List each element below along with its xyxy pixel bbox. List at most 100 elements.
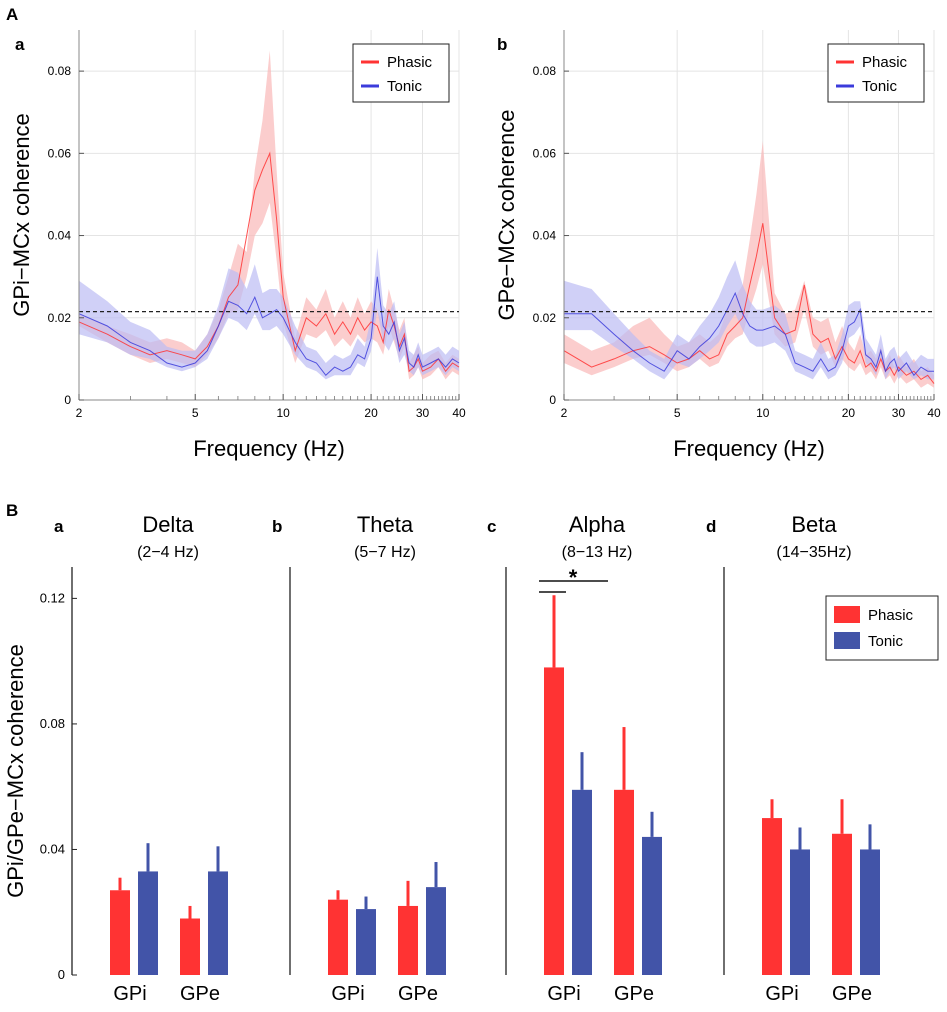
band-group-delta: Delta (2−4 Hz) GPi GPe [71, 512, 228, 1005]
significance-marker: * [539, 565, 608, 593]
bar-phasic-gpi [328, 899, 348, 975]
series-line-phasic [563, 223, 935, 384]
errorbar-phasic-gpi [552, 595, 556, 668]
band-range: (5−7 Hz) [354, 544, 416, 561]
x-tick-label: 40 [927, 406, 941, 420]
y-tick-label: 0 [58, 967, 65, 982]
series-line-tonic [564, 291, 934, 377]
line-chart-gpi: 2 5 10 20 30 40 0 0.02 0.04 0.06 0.08 Frequency (Hz… [9, 30, 466, 461]
band-range: (14−35Hz) [776, 544, 851, 561]
band-group-alpha: Alpha (8−13 Hz) GPi GPe [505, 512, 662, 1005]
legend-label-phasic: Phasic [387, 54, 433, 71]
x-tick-label: 10 [276, 406, 290, 420]
x-tick-label: 2 [76, 406, 83, 420]
bar-tonic-gpi [356, 909, 376, 975]
errorbar-phasic-gpi [118, 877, 122, 891]
bar-phasic-gpi [544, 667, 564, 975]
band-title: Theta [357, 512, 414, 537]
legend-label-tonic: Tonic [868, 633, 904, 650]
x-tick-label: 2 [561, 406, 568, 420]
bar-tonic-gpe [426, 887, 446, 975]
category-label: GPi [113, 983, 146, 1005]
y-tick-label: 0.08 [40, 716, 65, 731]
x-tick-label: 10 [756, 406, 770, 420]
band-group-beta: Beta (14−35Hz) GPi GPe [723, 512, 880, 1005]
bar-tonic-gpe [642, 836, 662, 975]
category-label: GPe [180, 983, 220, 1005]
errorbar-tonic-gpe [868, 824, 872, 850]
legend-label-phasic: Phasic [868, 607, 914, 624]
legend: Phasic Tonic [352, 43, 450, 103]
y-tick-label: 0.04 [40, 841, 65, 856]
y-axis-title: GPe−MCx coherence [494, 110, 519, 321]
category-label: GPi [765, 983, 798, 1005]
bar-tonic-gpe [860, 849, 880, 975]
panel-label-B: B [6, 501, 18, 520]
y-tick-label: 0.08 [48, 64, 72, 78]
y-tick-label: 0.12 [40, 590, 65, 605]
errorbar-phasic-gpe [622, 727, 626, 790]
y-tick-label: 0.08 [533, 64, 557, 78]
panel-label-Ab: b [497, 35, 507, 54]
errorbar-phasic-gpi [336, 890, 340, 900]
band-range: (8−13 Hz) [562, 544, 633, 561]
category-label: GPe [398, 983, 438, 1005]
y-tick-label: 0.06 [48, 146, 72, 160]
errorbar-tonic-gpe [434, 862, 438, 888]
x-tick-label: 5 [674, 406, 681, 420]
errorbar-tonic-gpi [580, 752, 584, 790]
category-label: GPe [832, 983, 872, 1005]
panel-label-A: A [6, 5, 18, 24]
y-tick-label: 0.02 [48, 311, 72, 325]
panel-label-Bc: c [487, 517, 496, 536]
band-phasic [564, 141, 934, 388]
bar-tonic-gpe [208, 871, 228, 975]
bar-phasic-gpe [398, 905, 418, 975]
errorbar-tonic-gpe [650, 811, 654, 837]
bar-phasic-gpi [110, 890, 130, 975]
bar-legend: Phasic Tonic [825, 595, 939, 661]
errorbar-phasic-gpe [406, 880, 410, 906]
y-axis-title: GPi−MCx coherence [9, 113, 34, 317]
bar-phasic-gpe [180, 918, 200, 975]
bar-phasic-gpi [762, 818, 782, 975]
errorbar-phasic-gpe [840, 799, 844, 834]
panel-label-Bd: d [706, 517, 716, 536]
x-axis-title: Frequency (Hz) [673, 436, 825, 461]
line-chart-gpe: 2 5 10 20 30 40 0 0.02 0.04 0.06 0.08 Frequency (Hz… [494, 30, 941, 461]
y-tick-label: 0 [64, 393, 71, 407]
x-tick-label: 30 [416, 406, 430, 420]
y-tick-label: 0.04 [533, 229, 557, 243]
errorbar-phasic-gpi [770, 799, 774, 819]
x-tick-label: 40 [452, 406, 466, 420]
y-tick-label: 0 [549, 393, 556, 407]
band-title: Alpha [569, 512, 626, 537]
legend-box [352, 43, 450, 103]
legend-label-tonic: Tonic [862, 78, 898, 95]
bar-phasic-gpe [832, 833, 852, 975]
y-tick-label: 0.06 [533, 146, 557, 160]
errorbar-tonic-gpi [364, 896, 368, 910]
legend-box [825, 595, 939, 661]
x-tick-label: 20 [842, 406, 856, 420]
category-label: GPi [331, 983, 364, 1005]
panel-label-Ba: a [54, 517, 64, 536]
bar-phasic-gpe [614, 789, 634, 975]
bar-tonic-gpi [138, 871, 158, 975]
bar-chart-bands: 0 0.04 0.08 0.12 GPi/GPe−MCx coherence Delta (… [3, 512, 939, 1005]
band-range: (2−4 Hz) [137, 544, 199, 561]
x-tick-label: 20 [364, 406, 378, 420]
errorbar-tonic-gpe [216, 846, 220, 872]
legend-box [827, 43, 925, 103]
errorbar-tonic-gpi [798, 827, 802, 850]
bar-tonic-gpi [790, 849, 810, 975]
legend-swatch-phasic [834, 606, 860, 623]
band-title: Beta [791, 512, 837, 537]
panel-label-Aa: a [15, 35, 25, 54]
errorbar-tonic-gpi [146, 843, 150, 872]
band-tonic [564, 260, 934, 380]
x-tick-label: 30 [892, 406, 906, 420]
x-tick-label: 5 [192, 406, 199, 420]
y-tick-label: 0.04 [48, 229, 72, 243]
